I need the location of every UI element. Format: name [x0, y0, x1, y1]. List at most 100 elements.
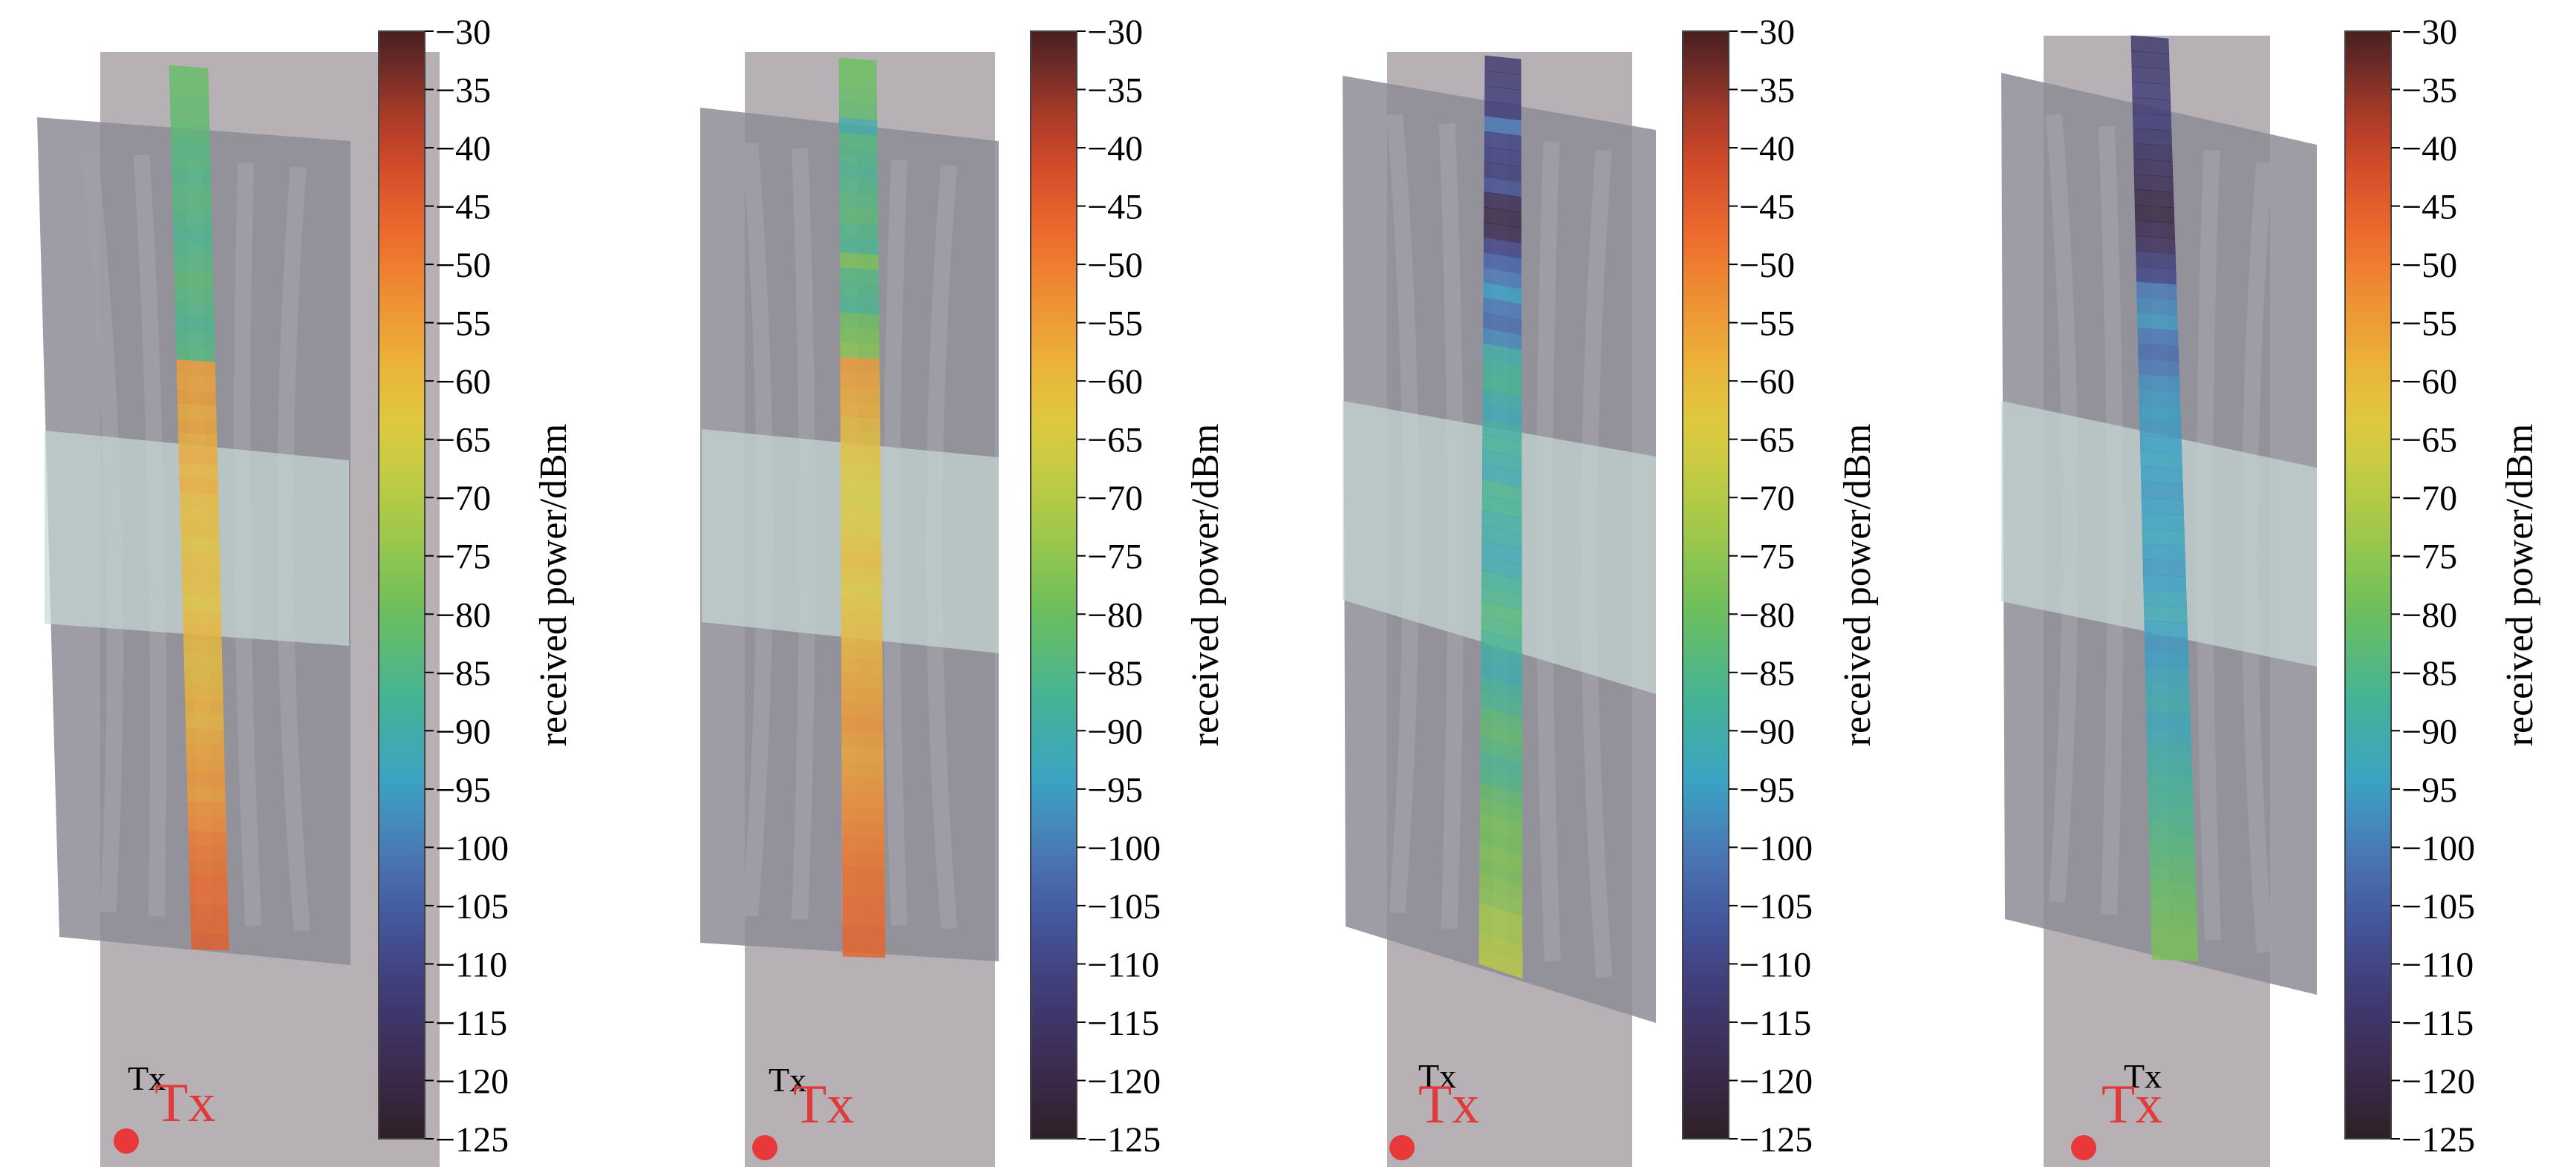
- signal-cell: [180, 536, 220, 554]
- signal-cell: [841, 596, 882, 615]
- colorbar-tick-label: −30: [2401, 13, 2457, 52]
- signal-cell: [2149, 866, 2196, 885]
- signal-cell: [841, 821, 884, 839]
- signal-cell: [2142, 558, 2186, 578]
- colorbar-tick-label: −50: [1087, 246, 1143, 285]
- signal-cell: [2131, 50, 2170, 70]
- signal-cell: [2136, 297, 2178, 316]
- colorbar: [1682, 30, 1729, 1140]
- signal-cell: [841, 477, 881, 495]
- signal-cell: [172, 197, 212, 216]
- colorbar-tick-label: −50: [435, 246, 491, 285]
- signal-cell: [186, 728, 224, 745]
- signal-cell: [839, 237, 878, 256]
- colorbar-tick-label: −125: [2401, 1120, 2475, 1160]
- signal-cell: [842, 851, 885, 869]
- signal-cell: [189, 860, 227, 877]
- signal-cell: [179, 477, 218, 495]
- signal-cell: [842, 836, 884, 854]
- colorbar-tick-label: −85: [2401, 654, 2457, 693]
- tx-label: Tx: [1418, 1057, 1456, 1095]
- signal-cell: [2133, 158, 2174, 177]
- colorbar-tick-label: −110: [2401, 945, 2474, 984]
- colorbar-tick-label: −80: [1739, 595, 1795, 635]
- signal-cell: [842, 880, 885, 898]
- colorbar-tick-label: −60: [1739, 362, 1795, 402]
- signal-cell: [187, 786, 226, 804]
- signal-cell: [177, 403, 217, 422]
- signal-cell: [841, 716, 884, 734]
- signal-cell: [2147, 743, 2192, 762]
- colorbar-tick-label: −115: [2401, 1004, 2474, 1043]
- colorbar-tick-label: −75: [1739, 537, 1795, 577]
- signal-cell: [842, 911, 885, 929]
- signal-cell: [840, 402, 881, 420]
- colorbar-tick-label: −105: [435, 887, 509, 926]
- colorbar-tick-label: −120: [1087, 1062, 1161, 1101]
- signal-cell: [2134, 189, 2174, 209]
- signal-cell: [2139, 405, 2181, 424]
- signal-cell: [188, 831, 227, 848]
- signal-cell: [2146, 712, 2191, 731]
- signal-cell: [2151, 912, 2197, 931]
- signal-cell: [839, 132, 878, 151]
- colorbar-tick-label: −40: [435, 129, 491, 169]
- signal-cell: [840, 416, 881, 435]
- colorbar-tick-label: −85: [1739, 654, 1795, 693]
- signal-cell: [841, 552, 882, 569]
- signal-cell: [841, 806, 884, 824]
- colorbar-tick-label: −65: [435, 421, 491, 460]
- signal-cell: [171, 153, 211, 171]
- colorbar-tick-label: −55: [1739, 304, 1795, 344]
- signal-cell: [839, 117, 878, 136]
- signal-cell: [185, 698, 224, 716]
- colorbar-tick-label: −60: [2401, 362, 2457, 402]
- signal-cell: [2134, 204, 2175, 223]
- colorbar-tick-label: −100: [1087, 828, 1161, 868]
- colorbar-tick-label: −70: [435, 479, 491, 518]
- signal-cell: [2138, 343, 2179, 362]
- tx-dot: [752, 1135, 777, 1160]
- signal-cell: [183, 639, 222, 657]
- signal-cell: [2141, 497, 2184, 516]
- signal-cell: [189, 889, 228, 906]
- signal-cell: [841, 627, 883, 644]
- signal-cell: [2135, 235, 2176, 255]
- colorbar-tick-label: −100: [2401, 828, 2475, 868]
- signal-cell: [175, 301, 215, 318]
- colorbar-tick-label: −40: [2401, 129, 2457, 169]
- colorbar-tick-label: −70: [2401, 479, 2457, 518]
- colorbar-tick-label: −55: [1087, 304, 1143, 344]
- signal-cell: [842, 896, 885, 913]
- signal-cell: [840, 431, 881, 450]
- colorbar-tick-label: −75: [435, 537, 491, 577]
- signal-cell: [174, 271, 214, 290]
- colorbar-tick-label: −30: [1739, 13, 1795, 52]
- signal-cell: [2133, 143, 2173, 163]
- colorbar-tick-label: −85: [435, 654, 491, 693]
- colorbar-ticks: −30 −35 −40 −45 −50 −55 −60 −65 −70 −75 −80 −85 −90 −…: [2391, 13, 2475, 1160]
- colorbar-tick-label: −105: [1739, 887, 1813, 926]
- signal-cell: [841, 731, 884, 749]
- signal-cell: [179, 462, 218, 480]
- signal-cell: [186, 771, 226, 789]
- signal-cell: [2141, 481, 2184, 500]
- colorbar-tick-label: −80: [2401, 595, 2457, 635]
- signal-cell: [2145, 651, 2189, 670]
- signal-cell: [172, 212, 212, 231]
- colorbar-tick-label: −50: [1739, 246, 1795, 285]
- signal-cell: [1478, 948, 1523, 979]
- signal-cell: [839, 147, 878, 166]
- signal-cell: [840, 462, 881, 480]
- colorbar-tick-label: −50: [2401, 246, 2457, 285]
- signal-cell: [2132, 97, 2171, 116]
- signal-cell: [172, 168, 212, 186]
- signal-cell: [839, 252, 879, 271]
- colorbar-tick-label: −90: [2401, 712, 2457, 751]
- signal-cell: [2150, 897, 2197, 916]
- signal-cell: [186, 756, 225, 774]
- signal-cell: [187, 801, 226, 819]
- signal-cell: [2139, 420, 2182, 439]
